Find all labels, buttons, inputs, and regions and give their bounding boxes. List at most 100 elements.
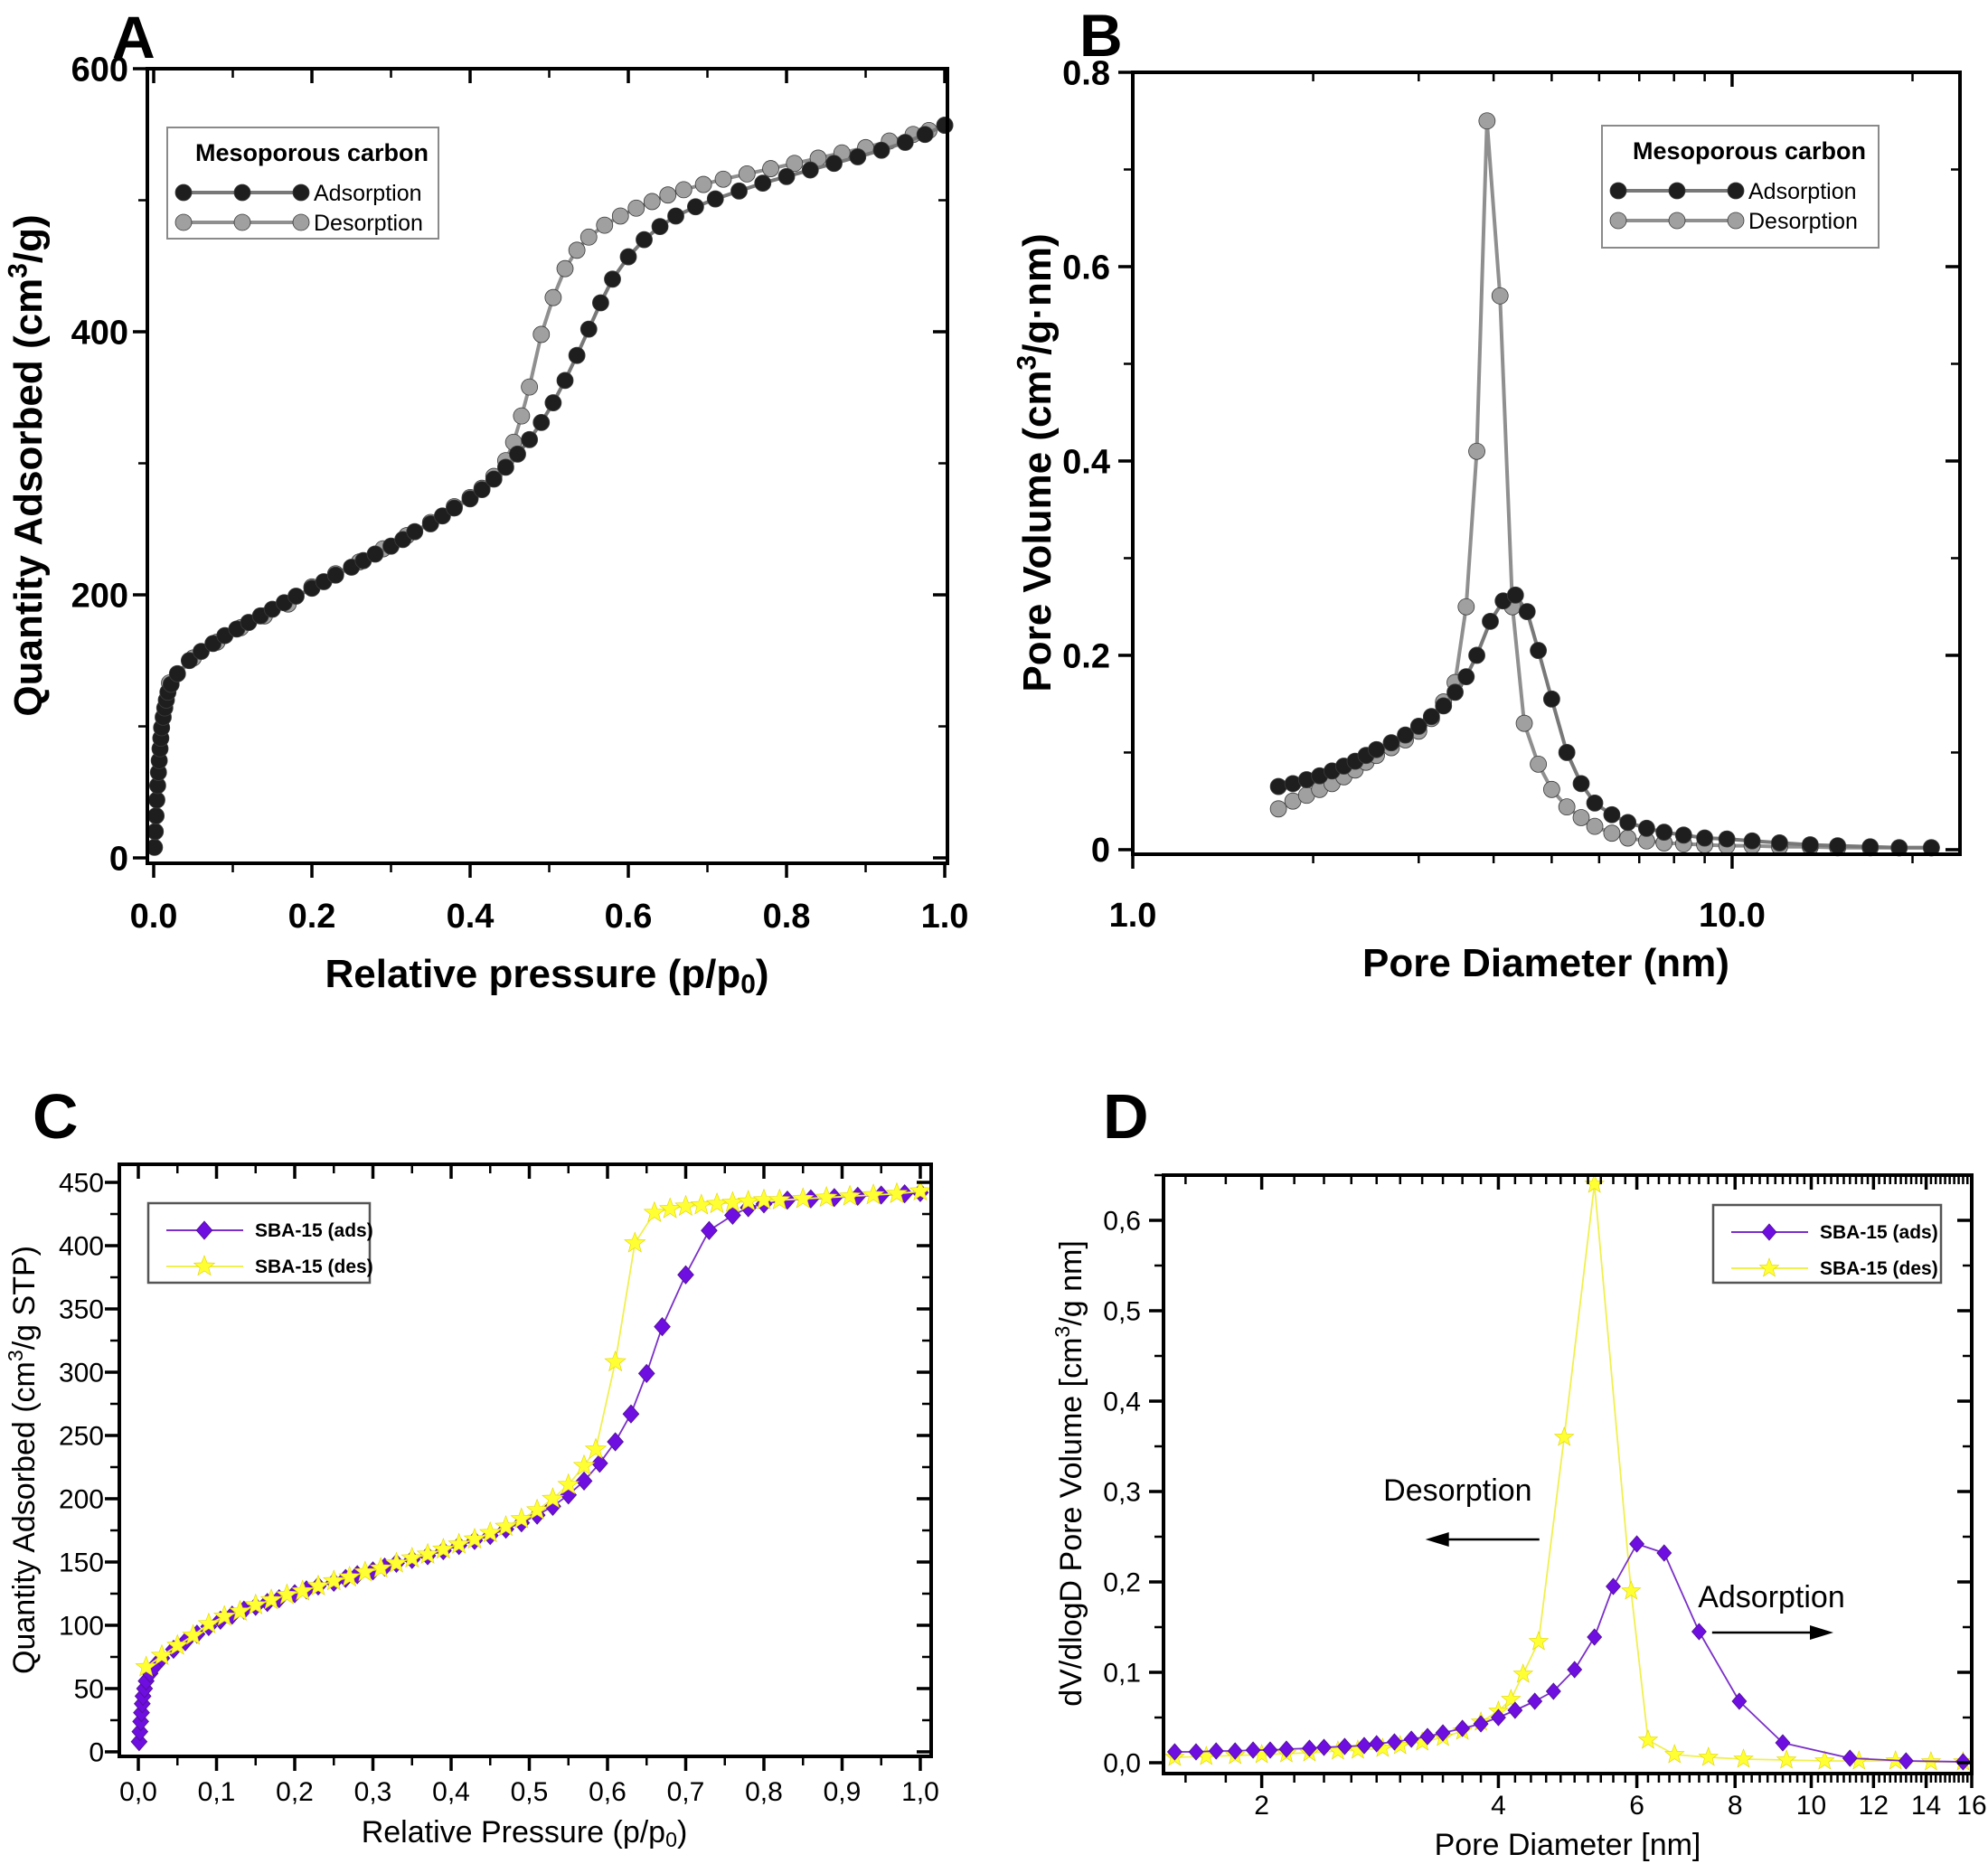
data-point xyxy=(1368,740,1385,758)
data-point xyxy=(193,1255,216,1276)
panel-label-c: C xyxy=(33,1081,79,1152)
data-point xyxy=(1663,1744,1685,1764)
y-tick-label: 0.2 xyxy=(1062,637,1110,675)
panel-b-x-axis-title: Pore Diameter (nm) xyxy=(1362,941,1729,985)
data-point xyxy=(1572,809,1590,826)
legend-marker xyxy=(1609,182,1627,200)
data-point xyxy=(385,1551,408,1573)
data-point xyxy=(1386,1733,1402,1751)
panel-c-x-axis-title: Relative Pressure (p/p0) xyxy=(362,1815,688,1851)
data-point xyxy=(1542,690,1560,708)
panel-d-y-axis-title: dV/dlogD Pore Volume [cm3/g nm] xyxy=(1051,1240,1088,1707)
data-point xyxy=(584,1437,608,1459)
data-point xyxy=(579,228,598,246)
panel-d-series-sba-15-ads- xyxy=(1166,1535,1971,1771)
data-point xyxy=(1586,794,1604,812)
data-point xyxy=(1603,805,1621,824)
data-point xyxy=(1455,1719,1471,1737)
data-point xyxy=(446,499,463,517)
legend-entry-label: Adsorption xyxy=(314,181,422,206)
data-point xyxy=(1446,683,1464,701)
data-point xyxy=(1528,1631,1550,1651)
panel-label-d: D xyxy=(1103,1081,1149,1152)
data-point xyxy=(862,1183,885,1205)
data-point xyxy=(1515,714,1533,732)
data-point xyxy=(591,1454,608,1473)
legend-marker xyxy=(233,184,251,202)
x-tick-label: 1.0 xyxy=(1109,897,1157,935)
data-point xyxy=(1473,1715,1489,1733)
data-point xyxy=(714,170,732,188)
data-point xyxy=(654,1316,671,1337)
panel-c-ticks: 0,0 0,1 0,2 0,3 0,4 0,5 0,6 0,7 0,8 0,9 1,0 0 50 100 1… xyxy=(59,1164,939,1807)
data-point xyxy=(1801,836,1819,853)
x-tick-label: 0.6 xyxy=(605,898,653,936)
data-point xyxy=(651,218,669,236)
adsorption-annotation: Adsorption xyxy=(1698,1580,1845,1640)
data-point xyxy=(1316,1738,1332,1756)
data-point xyxy=(872,141,890,159)
y-tick-label: 0,6 xyxy=(1103,1207,1141,1237)
data-point xyxy=(627,199,645,217)
data-point xyxy=(596,216,614,234)
y-tick-label: 0.6 xyxy=(1062,249,1110,287)
data-point xyxy=(1603,824,1621,842)
legend-marker xyxy=(233,213,251,231)
data-point xyxy=(1468,646,1485,664)
data-point xyxy=(1718,830,1736,848)
data-point xyxy=(1356,1737,1372,1755)
panel-label-a: A xyxy=(112,4,155,71)
data-point xyxy=(1336,1737,1352,1755)
data-point xyxy=(133,1702,150,1723)
y-tick-label: 0,1 xyxy=(1103,1659,1141,1689)
data-point xyxy=(1696,829,1714,847)
data-point xyxy=(607,1432,624,1452)
y-tick-label: 350 xyxy=(59,1295,104,1325)
data-point xyxy=(1435,697,1453,715)
data-point xyxy=(306,1574,330,1595)
data-point xyxy=(622,1404,640,1424)
data-point xyxy=(463,1527,486,1549)
data-point xyxy=(338,1565,361,1587)
legend-marker xyxy=(174,184,193,202)
data-point xyxy=(686,198,704,216)
data-point xyxy=(1188,1743,1204,1761)
data-point xyxy=(544,394,562,411)
data-point xyxy=(1227,1742,1243,1760)
data-point xyxy=(1637,1729,1659,1749)
data-point xyxy=(1620,1580,1642,1600)
x-tick-label: 0,4 xyxy=(432,1777,470,1807)
legend-marker xyxy=(1727,182,1745,200)
y-tick-label: 300 xyxy=(59,1358,104,1388)
x-tick-label: 0,0 xyxy=(119,1777,157,1807)
data-point xyxy=(544,288,562,306)
series-line xyxy=(1173,1543,1964,1763)
data-point xyxy=(276,1583,298,1605)
data-point xyxy=(1655,824,1673,841)
y-tick-label: 0.4 xyxy=(1062,443,1110,481)
data-point xyxy=(1482,612,1499,630)
data-point xyxy=(694,175,712,193)
data-point xyxy=(667,207,684,225)
data-point xyxy=(509,445,526,463)
data-point xyxy=(193,643,210,660)
data-point xyxy=(180,652,198,670)
data-point xyxy=(525,1498,549,1520)
data-point xyxy=(1629,1535,1645,1553)
panel-c-series xyxy=(130,1179,932,1752)
legend-marker xyxy=(1609,212,1627,230)
data-point xyxy=(575,1471,593,1491)
panel-a-series-adsorption xyxy=(146,117,954,856)
data-point xyxy=(513,407,531,425)
y-tick-label: 400 xyxy=(71,314,128,352)
data-point xyxy=(658,1197,682,1219)
data-point xyxy=(416,1542,439,1565)
legend-entry-label: SBA-15 (ads) xyxy=(1820,1222,1938,1243)
panel-d-series xyxy=(1164,1173,1974,1771)
data-point xyxy=(572,1454,596,1476)
panel-d-frame xyxy=(1162,1173,1974,1775)
data-point xyxy=(916,126,934,144)
annotation-text: Adsorption xyxy=(1698,1580,1845,1614)
x-tick-label: 6 xyxy=(1629,1791,1644,1821)
data-point xyxy=(528,1505,546,1525)
